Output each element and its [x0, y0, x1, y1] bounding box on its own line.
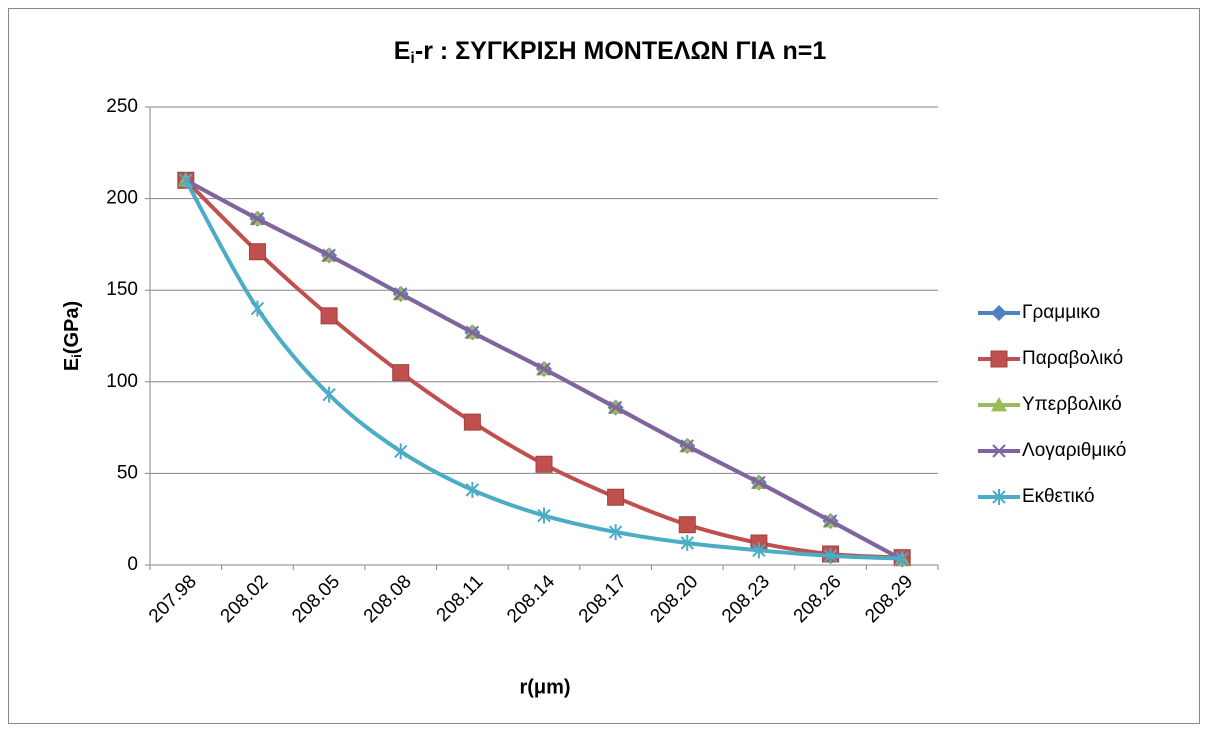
- series-line: [184, 179, 903, 561]
- marker: [322, 386, 336, 403]
- legend-label: Υπερβολικό: [1022, 394, 1122, 415]
- marker: [320, 307, 338, 325]
- marker: [250, 212, 265, 226]
- legend-label: Λογαριθμικό: [1022, 440, 1126, 461]
- y-tick-label: 0: [127, 554, 138, 575]
- legend-label: Γραμμικο: [1022, 302, 1100, 323]
- marker: [991, 397, 1007, 412]
- marker: [535, 455, 553, 473]
- y-tick-label: 150: [106, 279, 138, 300]
- series: [179, 173, 909, 567]
- y-tick-label: 200: [106, 188, 138, 209]
- y-label-part: (GPa): [61, 301, 83, 354]
- marker: [608, 400, 623, 415]
- y-label-part: E: [61, 358, 83, 371]
- chart-title: Ei-r : ΣΥΓΚΡΙΣΗ ΜΟΝΤΕΛΩΝ ΓΙΑ n=1: [394, 37, 827, 68]
- y-tick-label: 250: [106, 96, 138, 117]
- marker: [990, 350, 1008, 368]
- marker: [992, 444, 1006, 458]
- marker: [752, 542, 766, 559]
- marker: [992, 489, 1006, 505]
- title-part: -r : ΣΥΓΚΡΙΣΗ ΜΟΝΤΕΛΩΝ ΓΙΑ n=1: [415, 37, 826, 65]
- x-axis-label: r(μm): [519, 676, 570, 698]
- legend-label: Παραβολικό: [1022, 348, 1123, 369]
- y-label-subscript: i: [69, 354, 84, 358]
- marker: [392, 364, 410, 382]
- marker: [465, 481, 480, 498]
- marker: [250, 300, 265, 317]
- marker: [991, 305, 1007, 321]
- marker: [537, 362, 551, 376]
- marker: [752, 475, 766, 490]
- marker: [608, 524, 623, 541]
- y-axis-label: Ei(GPa): [61, 301, 84, 371]
- marker: [248, 243, 266, 261]
- marker: [680, 439, 694, 453]
- marker: [463, 413, 481, 431]
- series: [179, 172, 909, 567]
- series-line: [184, 178, 903, 560]
- marker: [823, 514, 838, 528]
- y-tick-label: 50: [117, 462, 138, 483]
- marker: [394, 443, 408, 460]
- marker: [322, 248, 336, 263]
- legend-label: Εκθετικό: [1022, 486, 1095, 507]
- marker: [394, 287, 408, 301]
- chart-border: [8, 8, 1200, 724]
- marker: [680, 535, 694, 552]
- title-part: E: [394, 37, 411, 65]
- marker: [823, 547, 838, 564]
- marker: [678, 516, 696, 534]
- marker: [895, 550, 909, 567]
- y-tick-label: 100: [106, 371, 138, 392]
- marker: [465, 325, 480, 340]
- title-subscript: i: [410, 50, 414, 67]
- marker: [537, 507, 551, 524]
- marker: [179, 172, 193, 189]
- marker: [607, 488, 625, 506]
